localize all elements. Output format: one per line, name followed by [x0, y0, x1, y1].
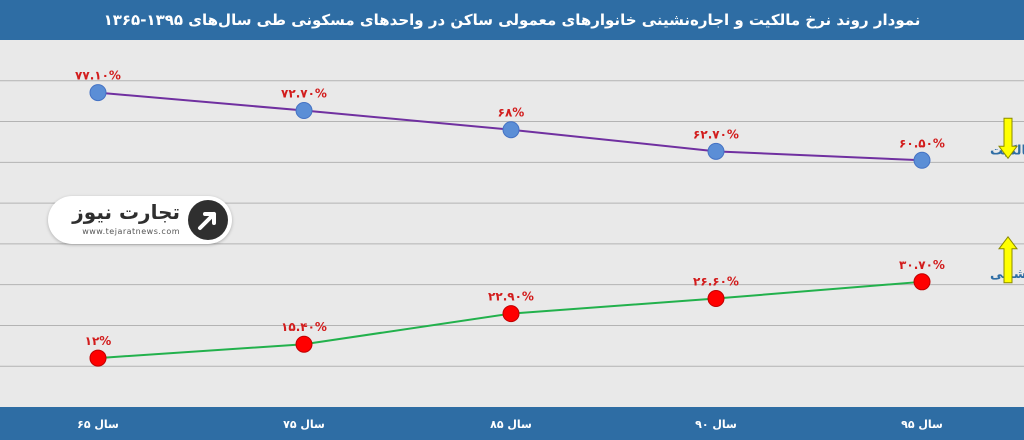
x-tick-labels: سال ۶۵ سال ۷۵ سال ۸۵ سال ۹۰ سال ۹۵ [77, 418, 943, 431]
series-name-labels: مالکیتاجاره نشینی [990, 117, 1024, 284]
data-label: ۱۲% [85, 334, 112, 348]
data-point-marker [89, 349, 107, 367]
data-point-marker [295, 335, 313, 353]
x-tick-label: سال ۸۵ [490, 418, 532, 431]
chart-title: نمودار روند نرخ مالکیت و اجاره‌نشینی خان… [0, 0, 1024, 40]
x-axis-band [0, 407, 1024, 440]
data-point-marker [913, 151, 931, 169]
data-label: ۳۰.۷۰% [899, 258, 945, 272]
data-label: ۱۵.۴۰% [281, 320, 327, 334]
data-point-marker [913, 273, 931, 291]
logo-url: www.tejaratnews.com [82, 227, 180, 236]
data-point-marker [707, 290, 725, 308]
gridlines [0, 80, 1024, 367]
data-label: ۲۲.۹۰% [488, 290, 534, 304]
trend-up-arrow-icon [998, 235, 1018, 284]
data-label: ۶۰.۵۰% [899, 136, 945, 150]
data-label: ۶۲.۷۰% [693, 127, 739, 141]
logo-name: تجارت نیوز [72, 200, 180, 224]
data-label: ۷۷.۱۰% [75, 69, 121, 83]
data-labels: ۷۷.۱۰% ۷۲.۷۰% ۶۸% ۶۲.۷۰% ۶۰.۵۰% ۱۲% ۱۵.۴۰% ۲۲.۹… [75, 69, 945, 348]
x-tick-label: سال ۹۰ [695, 418, 737, 431]
x-tick-label: سال ۹۵ [901, 418, 943, 431]
x-tick-label: سال ۶۵ [77, 418, 119, 431]
data-point-marker [502, 305, 520, 323]
data-label: ۷۲.۷۰% [281, 87, 327, 101]
tejaratnews-logo: تجارت نیوز www.tejaratnews.com [48, 196, 232, 244]
data-label: ۲۶.۶۰% [693, 275, 739, 289]
logo-emblem-icon [188, 200, 228, 240]
data-point-marker [89, 84, 107, 102]
data-point-marker [707, 142, 725, 160]
trend-down-arrow-icon [998, 117, 1018, 160]
data-point-marker [502, 121, 520, 139]
series-markers [89, 84, 931, 367]
x-tick-label: سال ۷۵ [283, 418, 325, 431]
data-point-marker [295, 102, 313, 120]
data-label: ۶۸% [498, 106, 525, 120]
